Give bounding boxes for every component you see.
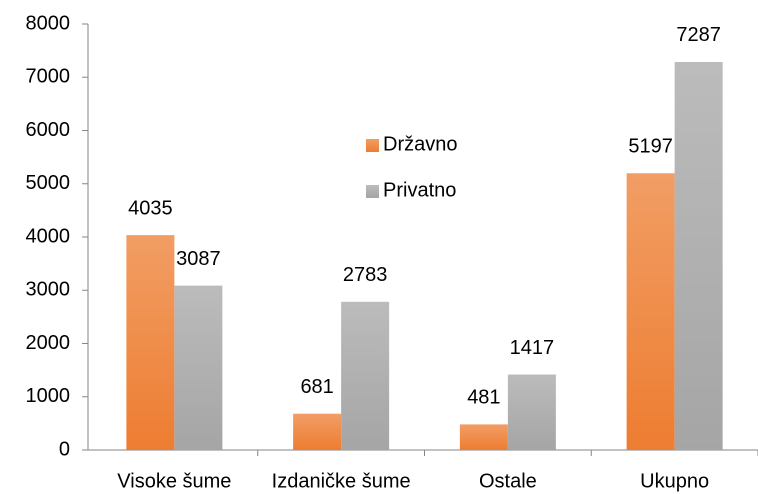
bar bbox=[626, 173, 675, 450]
y-tick-label: 8000 bbox=[26, 12, 71, 34]
y-tick-label: 4000 bbox=[26, 225, 71, 247]
data-label: 481 bbox=[467, 387, 500, 409]
y-tick-label: 0 bbox=[59, 438, 70, 460]
bar bbox=[293, 413, 342, 450]
y-tick-label: 1000 bbox=[26, 385, 71, 407]
legend-swatch bbox=[366, 139, 379, 152]
data-label: 2783 bbox=[343, 264, 388, 286]
x-tick-label: Ostale bbox=[479, 470, 537, 492]
y-tick-label: 3000 bbox=[26, 279, 71, 301]
legend-label: Državno bbox=[383, 133, 457, 155]
data-label: 5197 bbox=[628, 136, 673, 158]
data-label: 3087 bbox=[176, 248, 221, 270]
data-label: 681 bbox=[300, 376, 333, 398]
x-tick-label: Visoke šume bbox=[117, 470, 231, 492]
bar bbox=[341, 301, 390, 450]
bar bbox=[459, 424, 508, 450]
data-label: 7287 bbox=[676, 24, 721, 46]
legend-swatch bbox=[366, 185, 379, 198]
bar bbox=[507, 374, 556, 450]
x-tick-label: Izdaničke šume bbox=[272, 470, 411, 492]
x-tick-label: Ukupno bbox=[640, 470, 709, 492]
data-label: 1417 bbox=[510, 337, 555, 359]
bar bbox=[126, 235, 175, 450]
y-tick-label: 2000 bbox=[26, 332, 71, 354]
bar bbox=[674, 61, 723, 450]
bar bbox=[174, 285, 223, 450]
y-tick-label: 7000 bbox=[26, 66, 71, 88]
y-tick-label: 6000 bbox=[26, 119, 71, 141]
legend-label: Privatno bbox=[383, 179, 456, 201]
y-tick-label: 5000 bbox=[26, 172, 71, 194]
data-label: 4035 bbox=[128, 197, 173, 219]
